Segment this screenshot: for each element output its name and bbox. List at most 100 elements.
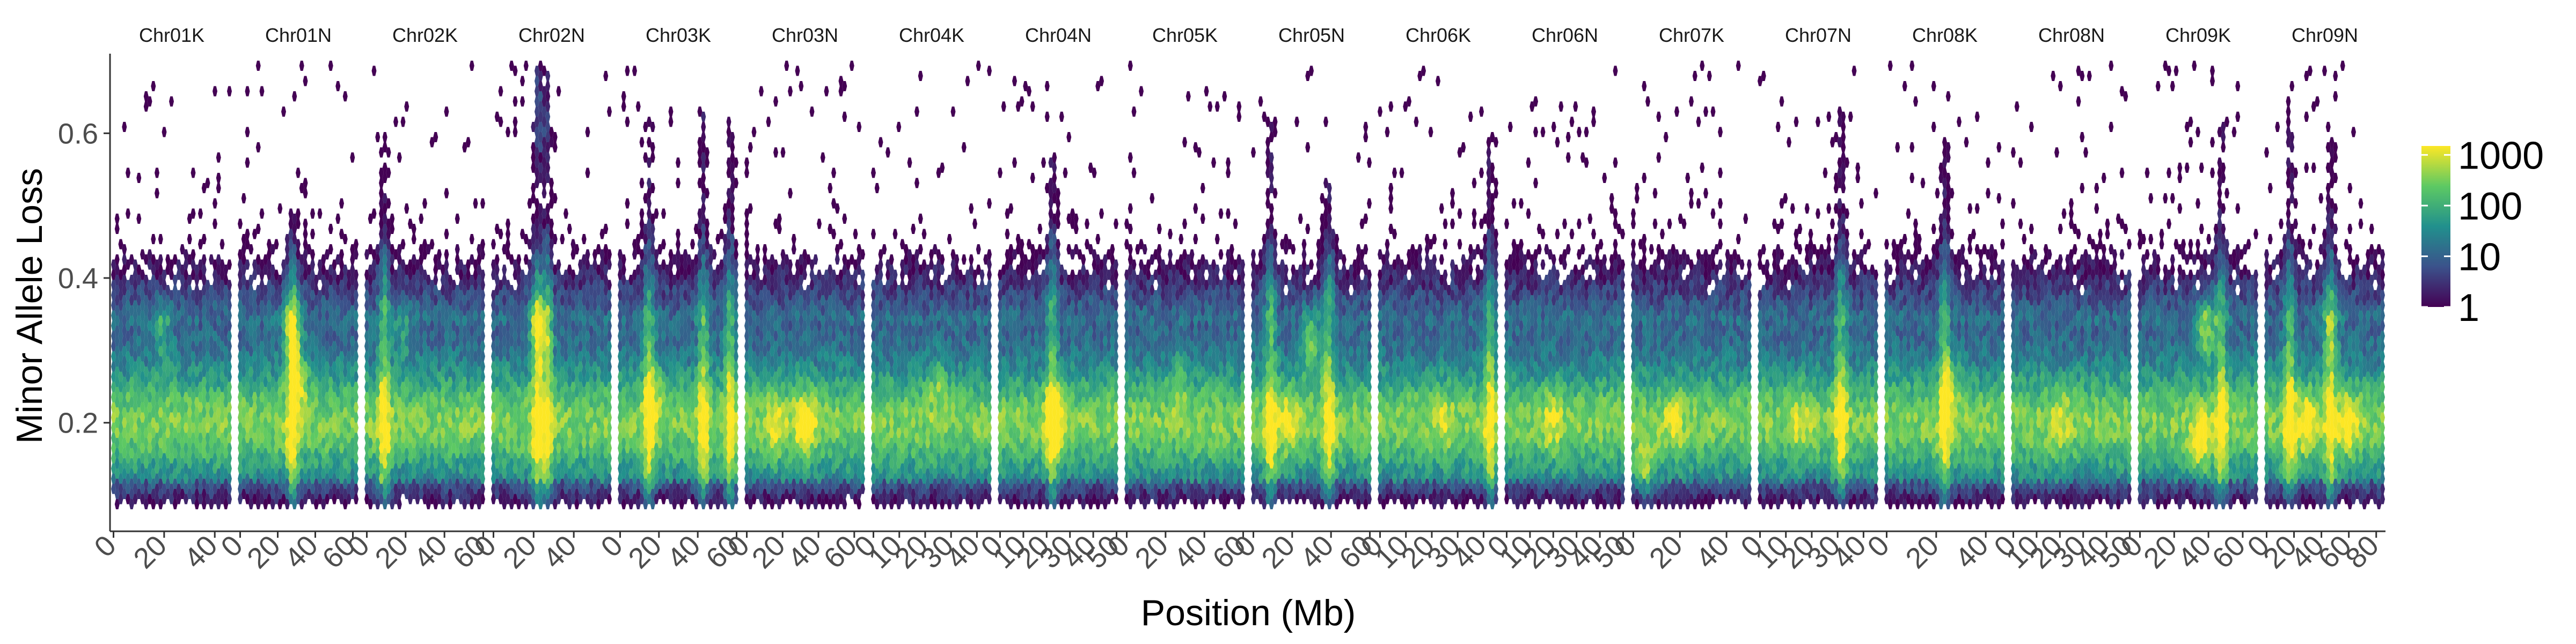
hex-cell xyxy=(169,259,174,270)
hex-cell xyxy=(180,428,185,438)
hex-cell xyxy=(158,356,163,367)
hex-cell xyxy=(176,382,181,392)
hex-cell xyxy=(191,331,196,341)
hexbin-cells xyxy=(238,61,358,509)
hex-cell xyxy=(122,265,127,275)
hex-cell xyxy=(133,331,138,341)
hex-cell xyxy=(136,265,142,275)
hex-cell xyxy=(169,443,174,453)
hex-cell xyxy=(375,132,380,142)
hex-cell xyxy=(111,473,116,484)
hex-cell xyxy=(180,305,185,316)
hex-cell xyxy=(126,494,130,504)
hex-cell xyxy=(162,484,167,494)
hex-cell xyxy=(114,479,120,489)
hex-cell xyxy=(147,331,152,341)
hex-cell xyxy=(180,346,185,356)
hex-cell xyxy=(241,193,246,203)
hex-cell xyxy=(176,412,181,423)
hex-cell xyxy=(126,259,130,270)
hex-cell xyxy=(151,428,156,438)
hex-cell xyxy=(151,316,156,326)
hex-cell xyxy=(122,479,127,489)
hex-cell xyxy=(184,331,188,341)
hex-cell xyxy=(245,127,250,137)
hex-cell xyxy=(114,295,120,305)
hex-cell xyxy=(136,214,142,224)
hex-cell xyxy=(621,101,626,112)
hex-cell xyxy=(162,433,167,443)
hex-cell xyxy=(513,116,518,127)
hex-cell xyxy=(162,361,167,372)
hex-cell xyxy=(455,214,460,224)
hex-cell xyxy=(136,428,142,438)
hex-cell xyxy=(122,305,127,316)
hex-cell xyxy=(129,367,134,377)
hex-cell xyxy=(180,387,185,397)
hex-cell xyxy=(172,499,178,509)
hex-cell xyxy=(129,407,134,418)
hex-cell xyxy=(187,428,192,438)
hex-cell xyxy=(184,382,188,392)
hex-cell xyxy=(191,320,196,331)
hex-cell xyxy=(140,402,145,413)
x-tick-label: 40 xyxy=(537,529,583,575)
hex-cell xyxy=(140,361,145,372)
hex-cell xyxy=(187,469,192,479)
hex-cell xyxy=(147,361,152,372)
hex-cell xyxy=(661,208,666,219)
hex-cell xyxy=(133,443,138,453)
hex-cell xyxy=(133,371,138,382)
hex-cell xyxy=(133,484,138,494)
hex-cell xyxy=(155,382,159,392)
hex-cell xyxy=(172,346,178,356)
hex-cell xyxy=(567,224,572,234)
facet-label: Chr01N xyxy=(265,24,332,46)
hex-cell xyxy=(143,367,149,377)
hex-cell xyxy=(165,428,171,438)
hex-cell xyxy=(625,198,630,209)
hex-cell xyxy=(165,336,171,346)
hex-cell xyxy=(158,458,163,469)
hex-cell xyxy=(187,448,192,458)
hex-cell xyxy=(155,422,159,433)
hex-cell xyxy=(520,76,525,86)
hex-cell xyxy=(216,183,221,193)
hex-cell xyxy=(158,479,163,489)
hex-cell xyxy=(122,316,127,326)
hex-cell xyxy=(172,275,178,285)
hex-cell xyxy=(155,320,159,331)
x-tick-label: 0 xyxy=(215,529,249,564)
hex-cell xyxy=(122,387,127,397)
hex-cell xyxy=(126,361,130,372)
hex-cell xyxy=(780,147,786,158)
hex-cell xyxy=(748,142,753,152)
hex-cell xyxy=(187,407,192,418)
hex-cell xyxy=(111,310,116,321)
hex-cell xyxy=(169,290,174,301)
hex-cell xyxy=(140,412,145,423)
hex-cell xyxy=(111,371,116,382)
hex-cell xyxy=(639,208,645,219)
hex-cell xyxy=(165,458,171,469)
hex-cell xyxy=(114,316,120,326)
hex-cell xyxy=(158,499,163,509)
hex-cell xyxy=(129,346,134,356)
hex-cell xyxy=(143,101,149,112)
hex-cell xyxy=(169,269,174,280)
hex-cell xyxy=(129,275,134,285)
hex-cell xyxy=(184,269,188,280)
hex-cell xyxy=(155,433,159,443)
hex-cell xyxy=(184,280,188,290)
hex-cell xyxy=(143,336,149,346)
hex-cell xyxy=(172,326,178,336)
hex-cell xyxy=(118,300,123,311)
hex-cell xyxy=(133,351,138,362)
hex-cell xyxy=(122,469,127,479)
hex-cell xyxy=(122,367,127,377)
hex-cell xyxy=(668,116,674,127)
hex-cell xyxy=(187,305,192,316)
facet-label: Chr03N xyxy=(772,24,838,46)
hex-cell xyxy=(140,392,145,402)
